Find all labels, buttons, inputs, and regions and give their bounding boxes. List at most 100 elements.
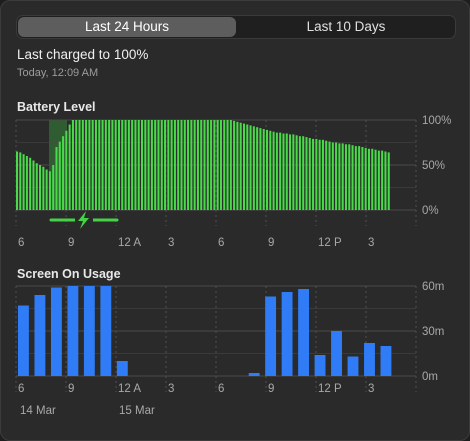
battery-bar bbox=[121, 120, 124, 210]
usage-bar bbox=[380, 346, 392, 376]
battery-bar bbox=[371, 148, 374, 210]
battery-bar bbox=[305, 137, 308, 210]
battery-level-chart: 100% 50% 0% 6 9 12 A 3 6 9 12 P 3 bbox=[15, 115, 451, 249]
battery-bar bbox=[58, 141, 61, 210]
usage-bar bbox=[100, 286, 112, 376]
battery-bar bbox=[141, 120, 144, 210]
battery-bar bbox=[298, 136, 301, 210]
battery-bar bbox=[16, 151, 19, 210]
usage-bar bbox=[314, 355, 326, 376]
usage-bar bbox=[67, 286, 79, 376]
usage-x-tick-label: 3 bbox=[368, 383, 374, 395]
battery-bar bbox=[32, 160, 35, 210]
battery-bar bbox=[203, 120, 206, 210]
battery-bar bbox=[256, 127, 259, 210]
usage-y-tick-label: 0m bbox=[422, 371, 438, 383]
battery-bar bbox=[308, 138, 311, 210]
battery-bar bbox=[71, 120, 74, 210]
usage-bar bbox=[83, 286, 95, 376]
usage-x-tick-label: 3 bbox=[168, 383, 174, 395]
battery-bar bbox=[68, 124, 71, 210]
battery-bar bbox=[196, 120, 199, 210]
lightning-bolt-icon bbox=[78, 211, 89, 229]
battery-bar bbox=[124, 120, 127, 210]
battery-bar bbox=[206, 120, 209, 210]
battery-x-tick-label: 9 bbox=[68, 237, 74, 249]
battery-bar bbox=[187, 120, 190, 210]
battery-bar bbox=[131, 120, 134, 210]
battery-bar bbox=[381, 150, 384, 210]
battery-bar bbox=[242, 123, 246, 210]
battery-bar bbox=[223, 120, 226, 210]
battery-bar bbox=[88, 120, 91, 210]
battery-bar bbox=[377, 150, 380, 210]
battery-bar bbox=[318, 139, 321, 210]
battery-bar bbox=[157, 120, 160, 210]
battery-y-tick-label: 50% bbox=[422, 160, 445, 172]
battery-bar bbox=[358, 146, 361, 210]
battery-bar bbox=[321, 139, 324, 210]
usage-bar bbox=[331, 331, 342, 376]
battery-bar bbox=[252, 126, 255, 210]
battery-level-title: Battery Level bbox=[17, 100, 96, 114]
battery-bar bbox=[335, 142, 338, 210]
battery-y-tick-label: 100% bbox=[422, 115, 451, 127]
battery-bar bbox=[35, 163, 38, 210]
battery-bar bbox=[289, 134, 292, 210]
battery-bar bbox=[108, 120, 111, 210]
last-charged-time: Today, 12:09 AM bbox=[17, 67, 99, 79]
battery-bar bbox=[173, 120, 176, 210]
tab-last-10-days[interactable]: Last 10 Days bbox=[306, 19, 386, 34]
battery-bar bbox=[62, 136, 65, 210]
battery-bar bbox=[229, 120, 232, 210]
battery-bar bbox=[246, 124, 249, 210]
usage-x-tick-label: 6 bbox=[218, 383, 224, 395]
battery-bar bbox=[39, 165, 42, 210]
date-label-15-mar: 15 Mar bbox=[119, 405, 155, 417]
battery-bar bbox=[331, 142, 334, 210]
battery-bar bbox=[384, 151, 387, 210]
date-label-14-mar: 14 Mar bbox=[20, 405, 56, 417]
tab-last-24-hours[interactable]: Last 24 Hours bbox=[18, 17, 236, 37]
battery-bar bbox=[351, 145, 354, 210]
screen-on-usage-chart: 60m 30m 0m 6 9 12 A 3 6 9 12 P 3 14 Mar 15 Mar bbox=[15, 281, 444, 417]
battery-bar bbox=[101, 120, 104, 210]
battery-bar bbox=[210, 120, 213, 210]
screen-on-usage-title: Screen On Usage bbox=[17, 267, 121, 281]
battery-x-tick-label: 12 A bbox=[118, 237, 141, 249]
usage-bar bbox=[281, 292, 293, 376]
battery-bar bbox=[85, 120, 88, 210]
battery-bar bbox=[45, 169, 48, 210]
battery-bar bbox=[170, 120, 173, 210]
battery-x-tick-label: 12 P bbox=[318, 237, 342, 249]
battery-bar bbox=[249, 125, 252, 210]
battery-bar bbox=[279, 132, 282, 210]
battery-bar bbox=[341, 143, 344, 210]
battery-bar bbox=[29, 157, 32, 210]
battery-bar bbox=[55, 147, 58, 210]
battery-y-tick-label: 0% bbox=[422, 205, 439, 217]
usage-bar bbox=[347, 356, 359, 376]
battery-bar bbox=[233, 120, 236, 210]
battery-x-tick-label: 6 bbox=[18, 237, 24, 249]
usage-bar bbox=[34, 295, 46, 376]
battery-bar bbox=[338, 143, 341, 210]
battery-bar bbox=[160, 120, 163, 210]
battery-bar bbox=[364, 147, 367, 210]
battery-bar bbox=[387, 152, 390, 210]
usage-bar bbox=[265, 296, 277, 376]
battery-bar bbox=[147, 120, 150, 210]
battery-bar bbox=[295, 135, 298, 210]
battery-x-tick-label: 9 bbox=[268, 237, 274, 249]
battery-bar bbox=[42, 166, 45, 210]
battery-bar bbox=[292, 134, 295, 210]
battery-bar bbox=[25, 156, 28, 210]
battery-bar bbox=[104, 120, 107, 210]
battery-x-tick-label: 3 bbox=[168, 237, 174, 249]
battery-bar bbox=[367, 148, 371, 210]
battery-bar bbox=[348, 144, 351, 210]
battery-bar bbox=[302, 136, 305, 210]
usage-x-tick-label: 12 A bbox=[118, 383, 141, 395]
